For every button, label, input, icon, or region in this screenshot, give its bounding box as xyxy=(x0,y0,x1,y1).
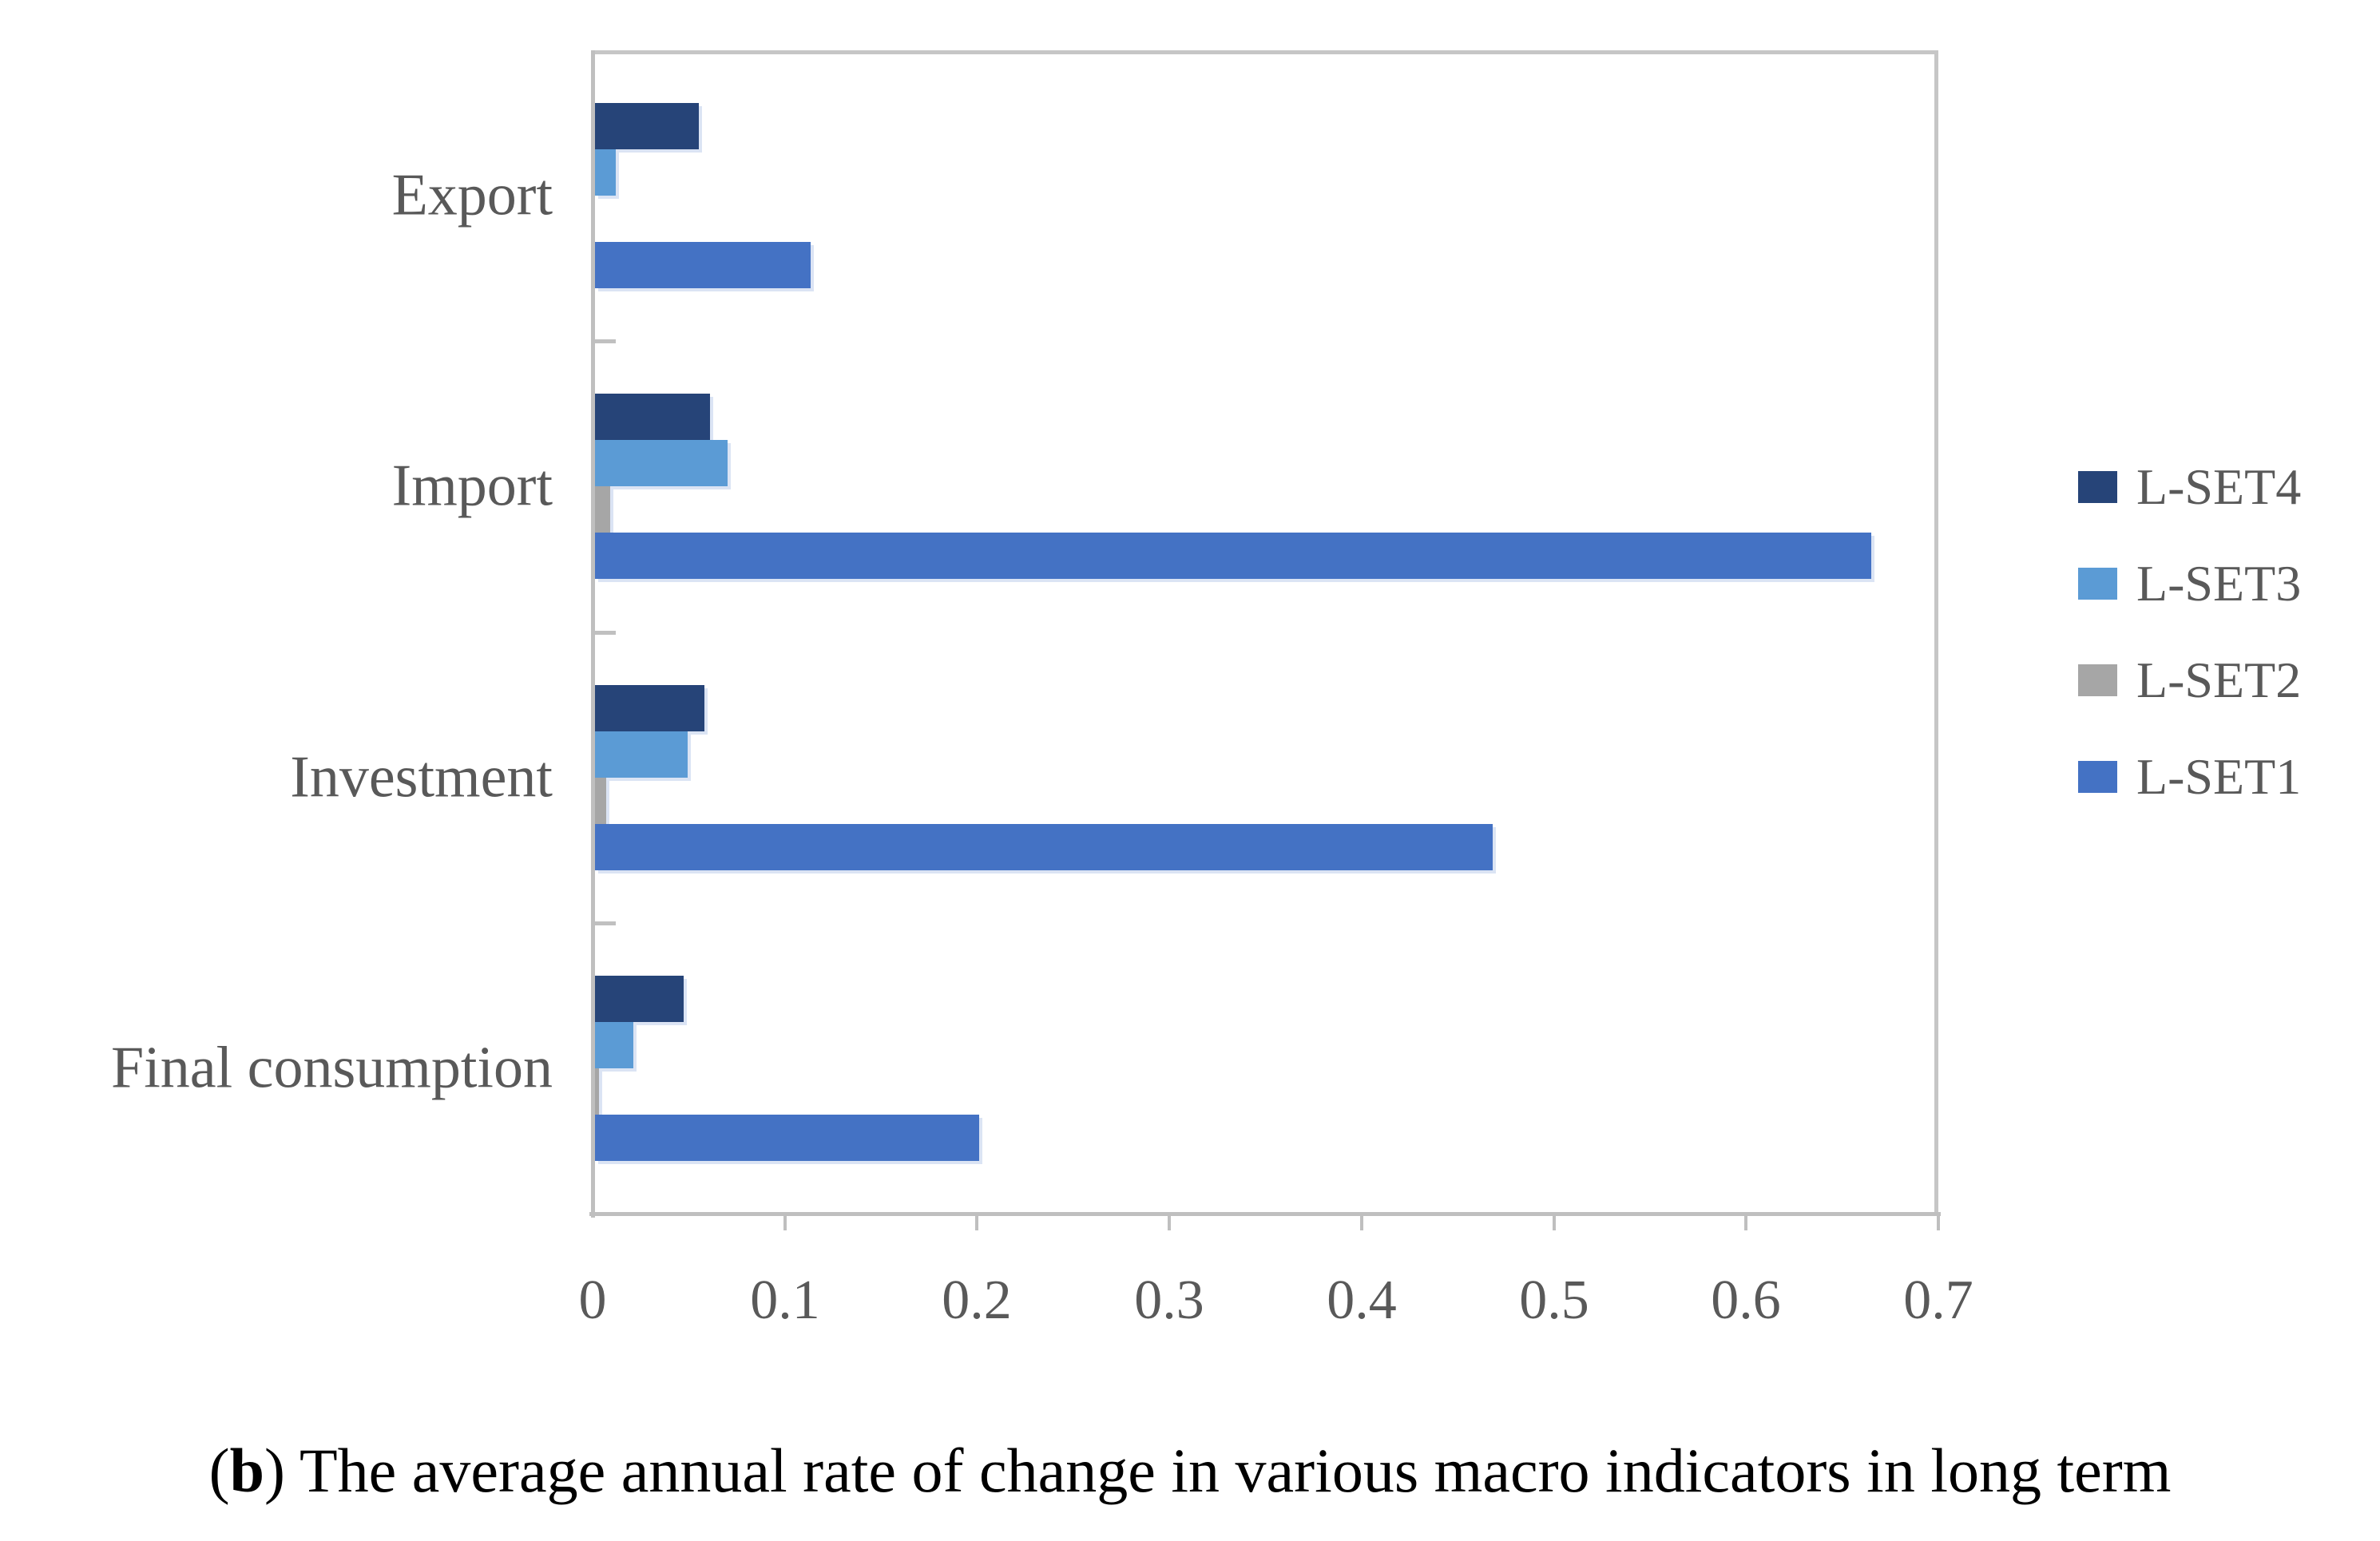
x-axis-tick xyxy=(1168,1216,1171,1230)
y-axis-tick xyxy=(595,921,616,925)
legend-label: L-SET2 xyxy=(2136,651,2302,708)
chart-plot-area xyxy=(593,50,1938,1214)
x-tick-label: 0.1 xyxy=(750,1270,820,1331)
y-axis-tick xyxy=(595,631,616,635)
x-tick-label: 0 xyxy=(578,1270,607,1331)
bar-l-set2-investment xyxy=(595,778,606,824)
bar-l-set2-import xyxy=(595,486,610,533)
caption-paren-open: ( xyxy=(208,1436,230,1505)
y-axis-line xyxy=(591,50,595,1218)
x-axis-tick xyxy=(975,1216,978,1230)
chart-legend: L-SET4 L-SET3 L-SET2 L-SET1 xyxy=(2078,438,2301,825)
x-axis-tick xyxy=(1553,1216,1556,1230)
bar-l-set3-investment xyxy=(595,731,688,778)
bar-l-set4-investment xyxy=(595,685,704,731)
category-label: Investment xyxy=(290,744,553,810)
x-tick-label: 0.5 xyxy=(1519,1270,1589,1331)
bar-l-set1-export xyxy=(595,242,811,288)
x-tick-label: 0.3 xyxy=(1134,1270,1204,1331)
bar-l-set3-import xyxy=(595,440,728,486)
category-label: Final consumption xyxy=(111,1035,553,1101)
x-axis-tick xyxy=(1937,1216,1940,1230)
legend-label: L-SET4 xyxy=(2136,458,2302,515)
x-axis-tick xyxy=(1744,1216,1747,1230)
x-axis-tick xyxy=(1360,1216,1363,1230)
caption-panel-letter: b xyxy=(229,1436,264,1505)
y-axis-tick xyxy=(595,339,616,343)
legend-item-l-set2: L-SET2 xyxy=(2078,632,2301,728)
x-tick-label: 0.6 xyxy=(1711,1270,1781,1331)
legend-label: L-SET1 xyxy=(2136,747,2302,805)
x-axis-tick xyxy=(783,1216,787,1230)
figure-caption: (b) The average annual rate of change in… xyxy=(0,1433,2380,1508)
bar-l-set4-import xyxy=(595,394,710,440)
x-tick-label: 0.2 xyxy=(942,1270,1012,1331)
x-axis-line xyxy=(589,1212,1941,1216)
bar-l-set1-final-consumption xyxy=(595,1115,979,1161)
bar-l-set2-final-consumption xyxy=(595,1068,599,1115)
caption-paren-close: ) xyxy=(264,1436,285,1505)
legend-swatch-icon xyxy=(2078,760,2117,793)
bar-l-set4-final-consumption xyxy=(595,976,684,1022)
bar-l-set1-import xyxy=(595,533,1871,579)
bar-l-set1-investment xyxy=(595,824,1493,870)
legend-swatch-icon xyxy=(2078,470,2117,503)
legend-item-l-set3: L-SET3 xyxy=(2078,535,2301,632)
bar-l-set3-final-consumption xyxy=(595,1022,633,1068)
legend-swatch-icon xyxy=(2078,567,2117,600)
legend-item-l-set1: L-SET1 xyxy=(2078,728,2301,825)
category-label: Export xyxy=(391,162,553,228)
x-tick-label: 0.4 xyxy=(1327,1270,1397,1331)
legend-label: L-SET3 xyxy=(2136,554,2302,612)
caption-text: The average annual rate of change in var… xyxy=(299,1436,2172,1505)
bar-l-set3-export xyxy=(595,149,616,196)
category-label: Import xyxy=(391,453,553,519)
legend-item-l-set4: L-SET4 xyxy=(2078,438,2301,535)
bar-l-set4-export xyxy=(595,103,699,149)
legend-swatch-icon xyxy=(2078,664,2117,696)
x-tick-label: 0.7 xyxy=(1903,1270,1973,1331)
